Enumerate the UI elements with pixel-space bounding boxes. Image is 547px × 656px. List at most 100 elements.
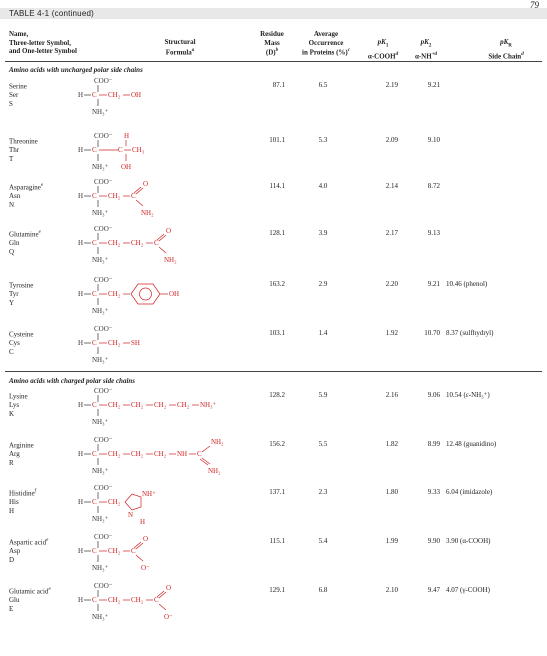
average-occurrence: 2.3	[318, 488, 328, 496]
formula-label-ch2: CH₂	[108, 450, 121, 458]
pkr-value: 10.54 (ε-NH₃⁺)	[446, 391, 490, 399]
three-letter-symbol: Asp	[9, 547, 21, 556]
formula-label-coo: COO⁻	[94, 484, 113, 492]
formula-label-o_minus: O⁻	[164, 613, 173, 621]
formula-label-ch2: CH₂	[108, 498, 121, 506]
residue-mass: 87.1	[272, 81, 285, 89]
pk1-value: 2.20	[385, 280, 398, 288]
one-letter-symbol: Q	[9, 247, 15, 256]
formula-label-h: H	[78, 146, 83, 154]
pk2-value: 10.70	[424, 329, 440, 337]
header-name: Name, Three-letter Symbol, and One-lette…	[9, 30, 77, 55]
formula-label-o: O	[166, 227, 171, 235]
formula-label-oh: OH	[121, 163, 131, 171]
formula-cys: COO⁻ H C NH₃⁺ CH₂ SH	[78, 325, 140, 364]
formula-label-ch2: CH₂	[154, 450, 167, 458]
three-letter-symbol: Gln	[9, 239, 20, 248]
three-letter-symbol: Lys	[9, 401, 20, 410]
pk2-value: 9.06	[427, 391, 440, 399]
average-occurrence: 1.4	[318, 329, 328, 337]
formula-label-h: H	[78, 290, 83, 298]
formula-label-nh3: NH₃⁺	[92, 307, 109, 315]
header-pk1: pK1 α-COOHd	[367, 38, 399, 61]
formula-label-n: N	[128, 511, 133, 519]
amino-acid-name: Cysteine	[9, 330, 34, 339]
amino-acid-name-cell: Arginine Arg R	[9, 440, 34, 467]
table-row: Glutaminee Gln Q 128.1 3.9 2.17 9.13	[0, 229, 547, 299]
page-number: 79	[530, 0, 539, 10]
residue-mass: 163.2	[269, 280, 285, 288]
residue-mass: 156.2	[269, 440, 285, 448]
pk2-value: 9.21	[427, 81, 440, 89]
table-row: Histidinef His H 137.1 2.3 1.80 9.33 6.0…	[0, 488, 547, 558]
section-uncharged: Amino acids with uncharged polar side ch…	[9, 66, 143, 74]
formula-label-h: H	[78, 596, 83, 604]
formula-label-coo: COO⁻	[94, 436, 113, 444]
formula-label-ch2: CH₂	[131, 239, 144, 247]
formula-label-nh2: NH₂	[208, 467, 221, 475]
header-occurrence: Average Occurrence in Proteins (%)c	[302, 30, 350, 57]
pk1-value: 1.92	[385, 329, 398, 337]
formula-label-c: C	[118, 146, 123, 154]
pk1-value: 2.10	[385, 586, 398, 594]
formula-label-h: H	[78, 547, 83, 555]
pkr-value: 12.48 (guanidino)	[446, 440, 497, 448]
amino-acid-name: Serine	[9, 82, 27, 91]
formula-label-nh3: NH₃⁺	[92, 613, 109, 621]
average-occurrence: 5.4	[318, 537, 328, 545]
amino-acid-name-cell: Histidinef His H	[9, 488, 36, 515]
formula-label-nh2: NH₂	[141, 209, 154, 217]
average-occurrence: 3.9	[318, 229, 328, 237]
formula-label-c: C	[131, 547, 136, 555]
formula-label-ch2: CH₂	[108, 91, 121, 99]
formula-label-o: O	[166, 584, 171, 592]
formula-label-ch2: CH₂	[154, 401, 167, 409]
amino-acid-name: Glutamic acid	[9, 587, 49, 596]
formula-label-ch2: CH₂	[108, 547, 121, 555]
pk2-value: 8.72	[427, 182, 440, 190]
three-letter-symbol: Asn	[9, 192, 21, 201]
formula-label-ch2: CH₂	[108, 192, 121, 200]
pk2-value: 9.13	[427, 229, 440, 237]
table-row: Cysteine Cys C 103.1 1.4 1.92 10.70 8.37…	[0, 329, 547, 399]
pk1-value: 2.19	[385, 81, 398, 89]
pk2-value: 9.33	[427, 488, 440, 496]
formula-label-nh3: NH₃⁺	[92, 356, 109, 364]
footnote-marker: e	[48, 587, 51, 592]
formula-label-c: C	[92, 91, 97, 99]
pkr-value: 4.07 (γ-COOH)	[446, 586, 490, 594]
table-row: Tyrosine Tyr Y 163.2 2.9 2.20 9.21 10.46…	[0, 280, 547, 350]
amino-acid-name-cell: Asparaginee Asn N	[9, 182, 43, 209]
residue-mass: 101.1	[269, 136, 285, 144]
formula-label-nh2: NH₂	[164, 256, 177, 264]
pk2-value: 8.99	[427, 440, 440, 448]
amino-acid-name: Histidine	[9, 489, 35, 498]
amino-acid-name-cell: Lysine Lys K	[9, 391, 28, 418]
one-letter-symbol: T	[9, 154, 14, 163]
formula-label-ch2: CH₂	[131, 596, 144, 604]
three-letter-symbol: Cys	[9, 339, 20, 348]
amino-acid-name: Asparagine	[9, 183, 41, 192]
table-title: TABLE 4-1 (continued)	[9, 9, 94, 18]
residue-mass: 115.1	[269, 537, 286, 545]
formula-label-c: C	[92, 401, 97, 409]
residue-mass: 137.1	[269, 488, 285, 496]
header-pkr: pKR Side Chaind	[488, 38, 524, 61]
one-letter-symbol: E	[9, 604, 14, 613]
formula-arg: COO⁻ H C NH₃⁺ CH₂ CH₂ CH₂ NH C NH₂ NH₂	[78, 436, 224, 475]
footnote-marker: e	[46, 538, 49, 543]
formula-label-nh3: NH₃⁺	[92, 108, 109, 116]
formula-label-c: C	[92, 547, 97, 555]
formula-label-c: C	[131, 192, 136, 200]
formula-label-oh: OH	[131, 91, 141, 99]
table-row: Asparaginee Asn N 114.1 4.0 2.14 8.72	[0, 182, 547, 252]
formula-label-coo: COO⁻	[94, 225, 113, 233]
formula-label-c: C	[92, 239, 97, 247]
footnote-marker: f	[34, 489, 37, 494]
one-letter-symbol: S	[9, 99, 13, 108]
amino-acid-name: Lysine	[9, 392, 28, 401]
formula-label-nh3: NH₃⁺	[200, 401, 217, 409]
